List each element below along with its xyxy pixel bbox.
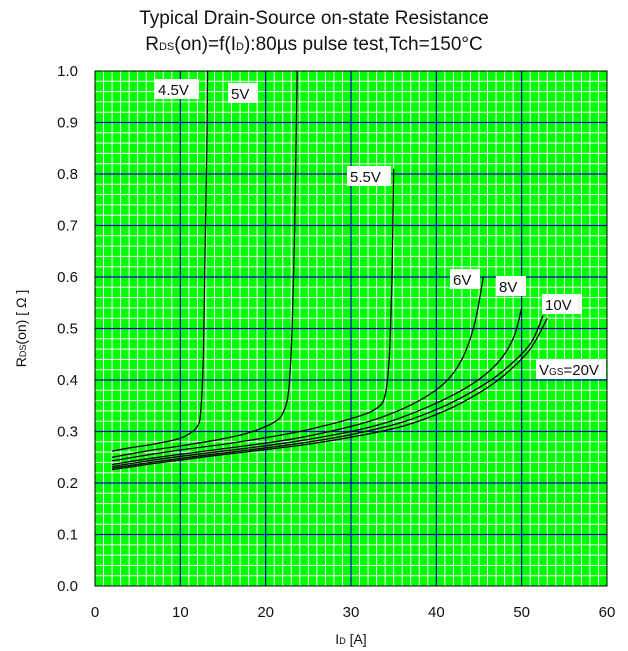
curve-label-box	[496, 276, 526, 296]
y-axis-label-tail: (on) [ Ω ]	[13, 290, 29, 345]
x-tick-label: 50	[513, 604, 530, 621]
curve-label: 10V	[545, 297, 572, 314]
curve-label: 5.5V	[350, 169, 381, 186]
curve-label: 8V	[499, 279, 517, 296]
y-tick-label: 0.4	[57, 372, 78, 389]
series-line-6V	[111, 276, 484, 466]
series-line-5-5V	[111, 168, 395, 462]
x-tick-label: 0	[91, 604, 99, 621]
y-axis-label-main: R	[13, 357, 29, 367]
curve-label-box	[155, 79, 199, 99]
x-tick-labels: 0 10 20 30 40 50 60	[91, 604, 616, 621]
x-tick-label: 20	[257, 604, 274, 621]
x-tick-label: 60	[599, 604, 616, 621]
curve-label: 5V	[231, 86, 249, 103]
x-axis-label-main: I	[335, 631, 339, 647]
title-r: R	[145, 34, 159, 55]
y-tick-label: 0.3	[57, 424, 78, 441]
x-axis-label: ID [A]	[335, 631, 366, 647]
series-line-8V	[112, 307, 523, 468]
title-tail: ):80µs pulse test,Tch=150°C	[243, 34, 483, 55]
curve-label-box	[542, 294, 582, 314]
y-tick-label: 0.9	[57, 115, 78, 132]
x-axis-label-subscript: D	[339, 636, 346, 646]
curve-labels: 4.5V 5V 5.5V 6V 8V 10V VGS=20V	[155, 79, 606, 379]
series-line-4-5V	[111, 70, 209, 452]
curve-label-box	[228, 83, 258, 103]
title-mid: (on)=f(I	[174, 34, 237, 55]
series-line-20V	[112, 317, 548, 471]
title-r-subscript: DS	[158, 41, 175, 53]
major-grid	[95, 71, 607, 586]
y-tick-label: 0.6	[57, 269, 78, 286]
y-tick-label: 0.1	[57, 527, 78, 544]
y-tick-label: 1.0	[57, 63, 78, 80]
y-tick-label: 0.0	[57, 578, 78, 595]
x-tick-label: 10	[172, 604, 189, 621]
curve-label: 6V	[453, 272, 471, 289]
x-tick-label: 40	[428, 604, 445, 621]
y-tick-label: 0.8	[57, 166, 78, 183]
y-tick-label: 0.5	[57, 321, 78, 338]
curve-label-tail: =20V	[563, 362, 598, 379]
y-tick-labels: 0.0 0.1 0.2 0.3 0.4 0.5 0.6 0.7 0.8 0.9 1.0	[57, 63, 78, 595]
y-axis-label-subscript: DS	[18, 345, 28, 358]
curve-label-main: V	[539, 362, 549, 379]
curve-label-box	[536, 359, 606, 379]
chart-title-line-2: RDS(on)=f(ID):80µs pulse test,Tch=150°C	[0, 34, 628, 58]
curve-label-box	[347, 166, 391, 186]
series-line-5V	[111, 70, 298, 458]
curve-label: 4.5V	[158, 82, 189, 99]
y-tick-label: 0.7	[57, 218, 78, 235]
chart-title-line-1: Typical Drain-Source on-state Resistance	[139, 8, 489, 29]
curve-label-box	[450, 269, 480, 289]
series-line-10V	[112, 315, 544, 469]
series-layer	[111, 70, 548, 471]
y-axis-label: RDS(on) [ Ω ]	[13, 290, 29, 367]
curve-label-subscript: GS	[549, 367, 564, 378]
title-i-subscript: D	[236, 41, 244, 53]
y-tick-label: 0.2	[57, 475, 78, 492]
x-axis-label-unit: [A]	[346, 631, 367, 647]
plot-frame	[94, 70, 608, 587]
curve-label: VGS=20V	[539, 362, 599, 379]
x-tick-label: 30	[343, 604, 360, 621]
